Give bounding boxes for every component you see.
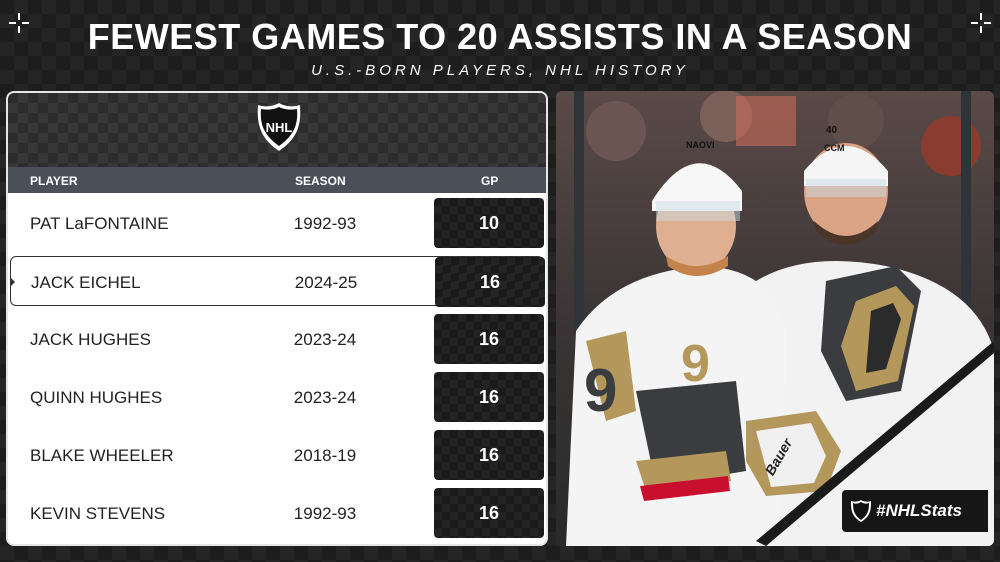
player-name: JACK HUGHES [30,330,151,349]
table-row: PAT LaFONTAINE 1992-93 10 [10,198,544,248]
gp-value: 16 [478,329,500,349]
sleeve-number: 9 [584,357,617,424]
table-header: PLAYER SEASON GP [8,167,546,193]
front-helmet-brand: NAOVI [686,140,715,150]
nhl-mini-shield-icon [851,500,871,522]
player-name: KEVIN STEVENS [30,504,166,523]
table-row: KEVIN STEVENS 1992-93 16 [10,488,544,538]
celebration-illustration: 40 CCM NAOVI 9 9 Bauer [556,91,994,546]
table-row: JACK HUGHES 2023-24 16 [10,314,544,364]
gp-value: 10 [478,213,500,233]
corner-crosshair-icon [971,13,991,33]
season-value: 2018-19 [293,446,357,465]
gp-value: 16 [478,387,500,407]
player-photo: 40 CCM NAOVI 9 9 Bauer #NHLStats [556,91,994,546]
gp-box: 16 [434,372,544,422]
hashtag-badge: #NHLStats [842,490,988,532]
stats-table: NHL PLAYER SEASON GP PAT LaFONTAINE 1992… [6,91,548,546]
season-value: 2023-24 [293,330,357,349]
back-helmet-number: 40 [826,125,838,136]
header-player: PLAYER [30,174,78,188]
nhl-logo-text: NHL [266,120,293,135]
season-value: 2024-25 [294,273,358,292]
table-row: BLAKE WHEELER 2018-19 16 [10,430,544,480]
header-season: SEASON [295,174,346,188]
gp-box: 16 [434,488,544,538]
season-value: 1992-93 [293,214,357,233]
table-row-highlighted: JACK EICHEL 2024-25 16 [10,256,545,307]
gp-value: 16 [479,272,501,292]
hashtag-text: #NHLStats [876,501,962,520]
row-marker-icon [10,277,15,287]
page-subtitle: U.S.-BORN PLAYERS, NHL HISTORY [311,62,689,79]
gp-box: 16 [434,430,544,480]
header-gp: GP [481,174,499,188]
table-banner: NHL [8,93,546,167]
nhl-shield-icon: NHL [257,103,301,151]
jersey-number: 9 [681,335,710,393]
gp-box: 10 [434,198,544,248]
player-name: QUINN HUGHES [30,388,163,407]
gp-value: 16 [478,445,500,465]
page-title: FEWEST GAMES TO 20 ASSISTS IN A SEASON [87,16,913,57]
player-name: JACK EICHEL [31,273,141,292]
gp-box: 16 [434,314,544,364]
back-helmet-brand: CCM [824,143,845,153]
corner-crosshair-icon [9,13,29,33]
player-name: BLAKE WHEELER [30,446,174,465]
table-row: QUINN HUGHES 2023-24 16 [10,372,544,422]
season-value: 1992-93 [293,504,357,523]
player-name: PAT LaFONTAINE [30,214,169,233]
gp-box: 16 [435,257,545,307]
season-value: 2023-24 [293,388,357,407]
gp-value: 16 [478,503,500,523]
